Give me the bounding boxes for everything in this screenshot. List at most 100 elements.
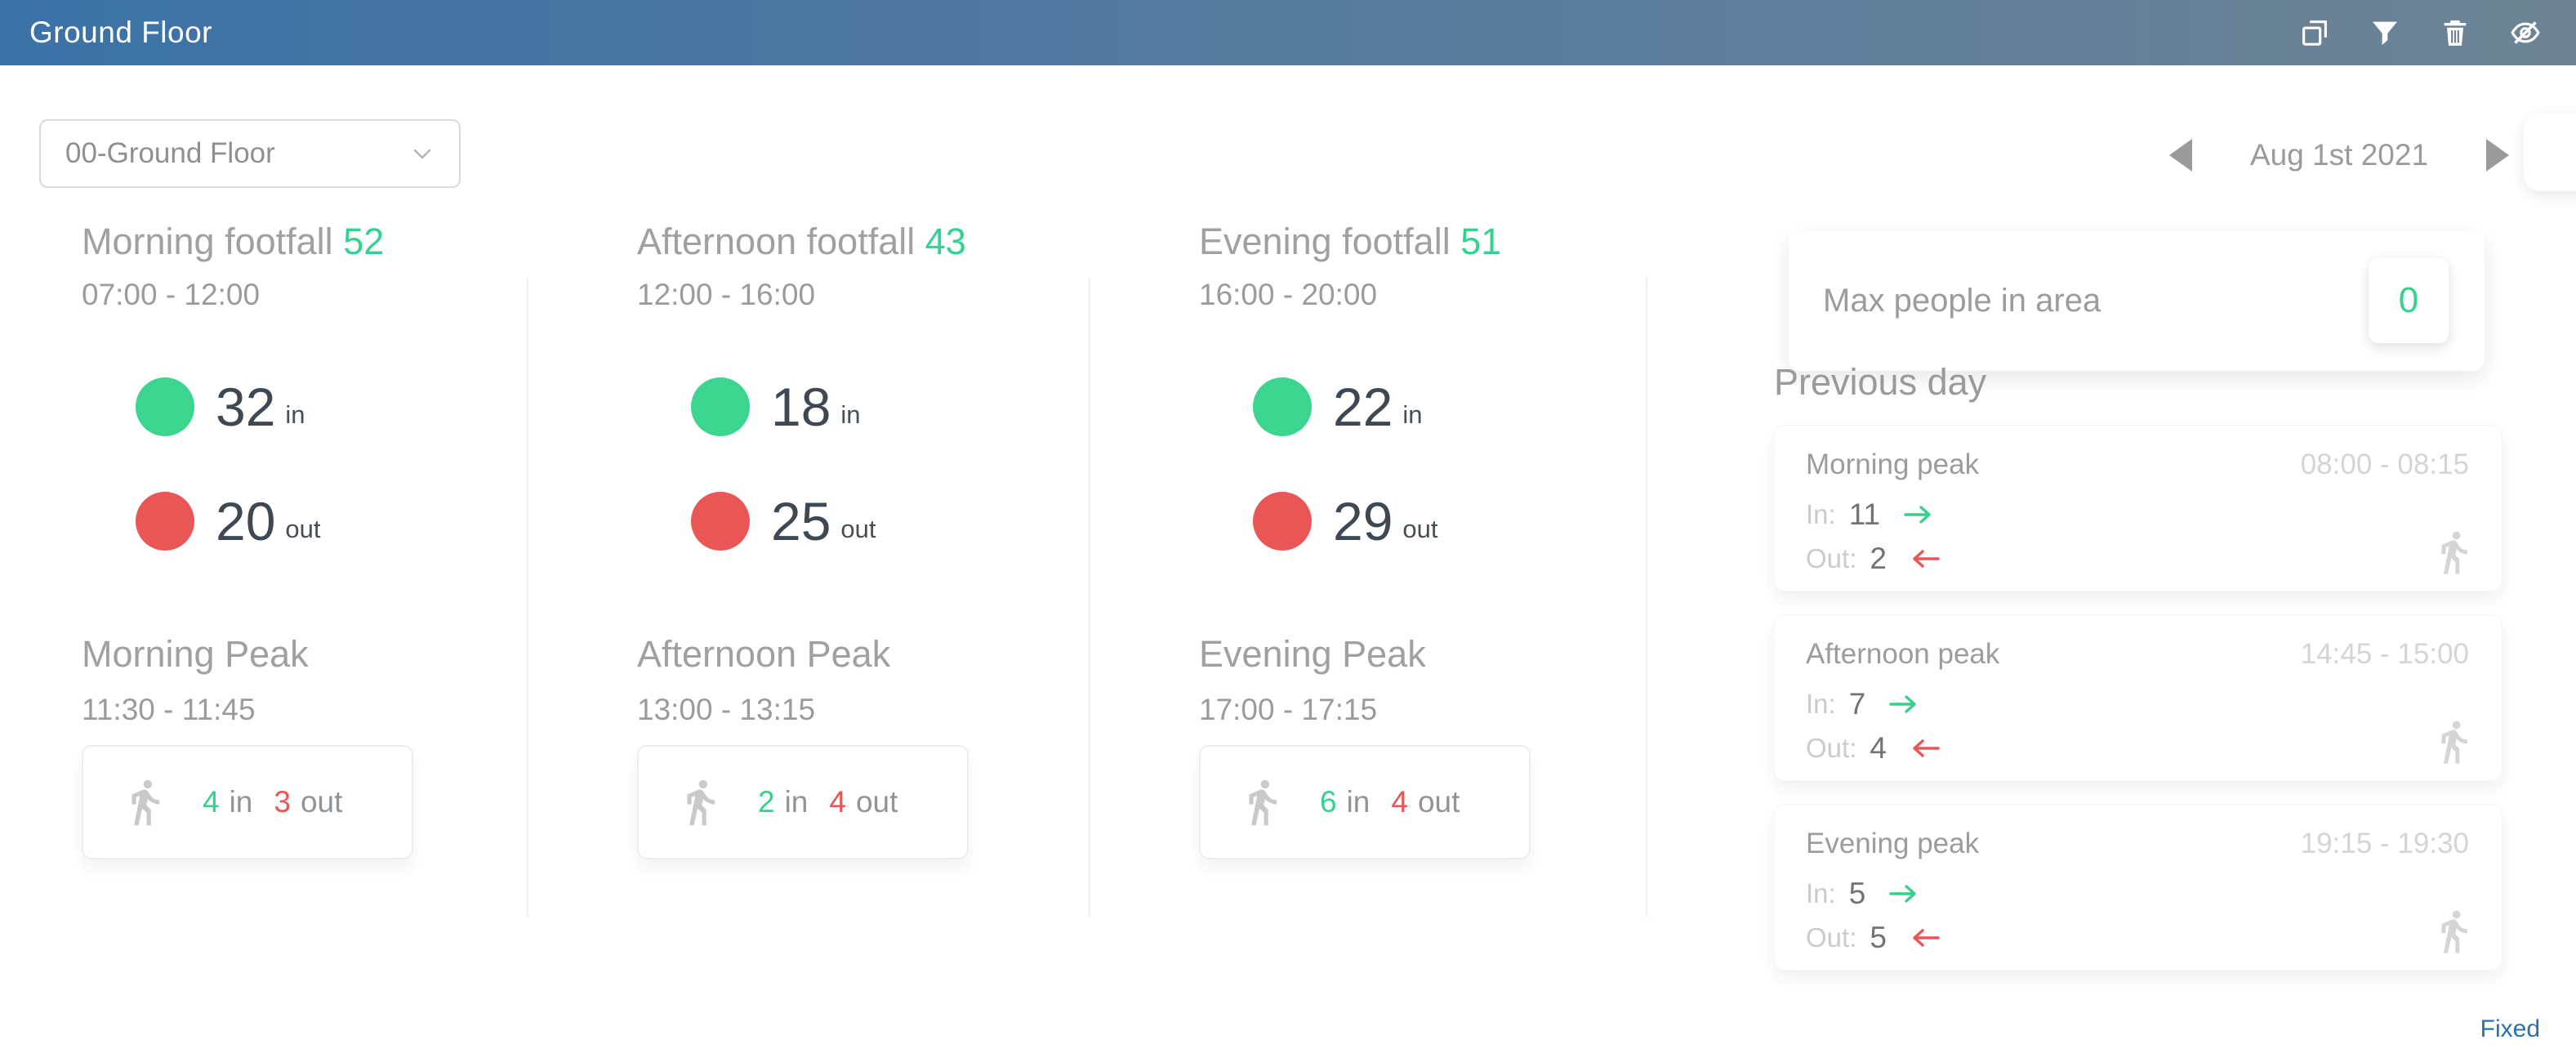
in-label: In: (1806, 689, 1836, 719)
walking-icon (2441, 531, 2467, 574)
peak-time: 17:00 - 17:15 (1199, 693, 1378, 726)
peak-out-unit: out (855, 785, 898, 819)
out-label: Out: (1806, 543, 1857, 573)
in-value: 11 (1848, 498, 1881, 531)
in-label: In: (1806, 878, 1836, 908)
filter-icon[interactable] (2369, 16, 2401, 49)
header-bar: Ground Floor (0, 0, 2576, 65)
out-count: 25 (771, 491, 831, 551)
peak-out-count: 4 (1391, 785, 1408, 819)
in-row: 22 in (1253, 376, 1423, 438)
card-title: Morning peak (1806, 448, 1980, 480)
out-label: Out: (1806, 733, 1857, 763)
card-title: Evening peak (1806, 828, 1980, 859)
date-next-button[interactable] (2486, 139, 2509, 172)
in-value: 7 (1848, 687, 1866, 721)
in-label: In: (1806, 499, 1836, 529)
copy-icon[interactable] (2298, 16, 2331, 49)
out-row: 25 out (691, 490, 876, 552)
out-value: 5 (1870, 921, 1887, 954)
previous-day-card: Afternoon peak 14:45 - 15:00 In: 7 Out: … (1774, 614, 2502, 781)
out-count: 29 (1333, 491, 1393, 551)
in-value: 5 (1848, 877, 1866, 910)
trash-icon[interactable] (2439, 16, 2471, 49)
previous-day-card: Morning peak 08:00 - 08:15 In: 11 Out: 2 (1774, 425, 2502, 591)
period-column-morning: Morning footfall 52 07:00 - 12:00 32 in … (82, 221, 539, 874)
out-value: 2 (1870, 542, 1887, 575)
peak-time: 13:00 - 13:15 (637, 693, 816, 726)
out-dot (691, 492, 750, 551)
out-arrow-icon (1913, 550, 1940, 568)
out-row: Out: 2 (1806, 542, 1942, 576)
in-arrow-icon (1904, 506, 1931, 524)
card-time: 14:45 - 15:00 (2300, 638, 2469, 670)
fixed-link[interactable]: Fixed (2480, 1015, 2540, 1042)
out-dot (1253, 492, 1312, 551)
previous-day-card: Evening peak 19:15 - 19:30 In: 5 Out: 5 (1774, 804, 2502, 971)
peak-in-unit: in (229, 785, 253, 819)
in-dot (1253, 377, 1312, 436)
out-arrow-icon (1913, 739, 1940, 757)
card-time: 19:15 - 19:30 (2300, 828, 2469, 859)
peak-out-count: 4 (829, 785, 846, 819)
out-dot (136, 492, 194, 551)
in-row: In: 11 (1806, 498, 1936, 532)
peak-summary-card: 6 in 4 out (1199, 745, 1531, 859)
corner-card (2524, 113, 2576, 191)
period-total: 51 (1460, 221, 1502, 262)
out-unit: out (1402, 515, 1438, 543)
period-time: 12:00 - 16:00 (637, 278, 816, 311)
peak-in-count: 4 (203, 785, 220, 819)
in-count: 18 (771, 377, 831, 437)
max-people-card: Max people in area 0 (1789, 230, 2485, 371)
out-count: 20 (216, 491, 276, 551)
in-count: 32 (216, 377, 276, 437)
walking-icon (131, 779, 160, 826)
in-dot (136, 377, 194, 436)
in-row: 18 in (691, 376, 861, 438)
peak-in-unit: in (1346, 785, 1370, 819)
max-people-badge: 0 (2369, 258, 2449, 343)
card-title: Afternoon peak (1806, 638, 2000, 670)
out-value: 4 (1870, 731, 1887, 765)
period-total: 52 (343, 221, 385, 262)
in-unit: in (1402, 400, 1423, 429)
peak-summary-card: 4 in 3 out (82, 745, 413, 859)
period-column-evening: Evening footfall 51 16:00 - 20:00 22 in … (1199, 221, 1656, 874)
in-row: 32 in (136, 376, 305, 438)
date-prev-button[interactable] (2169, 139, 2192, 172)
out-row: Out: 4 (1806, 731, 1942, 765)
period-time: 16:00 - 20:00 (1199, 278, 1378, 311)
period-time: 07:00 - 12:00 (82, 278, 261, 311)
in-count: 22 (1333, 377, 1393, 437)
previous-day-title: Previous day (1774, 361, 1987, 403)
out-label: Out: (1806, 922, 1857, 953)
period-column-afternoon: Afternoon footfall 43 12:00 - 16:00 18 i… (637, 221, 1094, 874)
period-title: Afternoon footfall (637, 221, 916, 262)
peak-out-unit: out (300, 785, 343, 819)
peak-in-count: 6 (1320, 785, 1337, 819)
out-unit: out (840, 515, 876, 543)
walking-icon (2441, 910, 2467, 953)
in-arrow-icon (1889, 695, 1916, 713)
peak-in-unit: in (784, 785, 809, 819)
out-unit: out (285, 515, 321, 543)
column-divider (527, 278, 528, 917)
walking-icon (687, 779, 715, 826)
in-row: In: 5 (1806, 877, 1921, 911)
date-label: Aug 1st 2021 (2249, 138, 2429, 172)
card-time: 08:00 - 08:15 (2300, 448, 2469, 480)
peak-out-unit: out (1417, 785, 1460, 819)
walking-icon (2441, 721, 2467, 764)
peak-summary-card: 2 in 4 out (637, 745, 969, 859)
area-dropdown[interactable]: 00-Ground Floor (39, 119, 461, 188)
peak-time: 11:30 - 11:45 (82, 693, 256, 726)
eye-off-icon[interactable] (2509, 16, 2542, 49)
in-unit: in (840, 400, 861, 429)
column-divider (1646, 278, 1647, 917)
header-actions (2298, 16, 2542, 49)
in-row: In: 7 (1806, 687, 1921, 721)
period-title: Evening footfall (1199, 221, 1451, 262)
out-row: 20 out (136, 490, 321, 552)
peak-in-count: 2 (758, 785, 775, 819)
